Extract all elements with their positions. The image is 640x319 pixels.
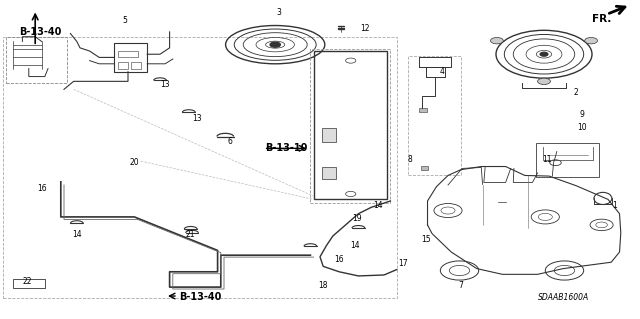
Text: 17: 17 <box>398 259 408 268</box>
Text: FR.: FR. <box>592 14 611 24</box>
Bar <box>314 51 387 199</box>
Text: 20: 20 <box>129 158 140 167</box>
Bar <box>421 166 428 170</box>
Text: 14: 14 <box>350 241 360 250</box>
Text: 11: 11 <box>543 155 552 164</box>
Text: 10: 10 <box>577 123 588 132</box>
Bar <box>322 128 336 142</box>
Bar <box>118 51 138 57</box>
Text: 21: 21 <box>186 230 195 239</box>
Text: B-13-40: B-13-40 <box>19 27 61 37</box>
Text: 16: 16 <box>334 256 344 264</box>
Text: 2: 2 <box>573 88 579 97</box>
Text: 13: 13 <box>192 114 202 122</box>
Text: 7: 7 <box>458 281 463 290</box>
Text: 14: 14 <box>72 230 82 239</box>
Text: 16: 16 <box>36 184 47 193</box>
Text: 19: 19 <box>352 214 362 223</box>
Text: 1: 1 <box>612 201 617 210</box>
Circle shape <box>538 78 550 85</box>
Text: 8: 8 <box>407 155 412 164</box>
Circle shape <box>585 38 598 44</box>
Bar <box>3 37 397 298</box>
Bar <box>114 43 147 72</box>
Bar <box>536 143 599 177</box>
Text: 6: 6 <box>228 137 233 146</box>
Circle shape <box>270 42 280 47</box>
Text: B-13-40: B-13-40 <box>179 292 221 302</box>
Bar <box>310 49 390 203</box>
Bar <box>6 37 67 83</box>
Text: 4: 4 <box>439 67 444 76</box>
Bar <box>322 167 336 179</box>
Bar <box>131 62 141 69</box>
Bar <box>408 56 461 175</box>
Text: 14: 14 <box>372 201 383 210</box>
Text: B-13-10: B-13-10 <box>266 143 308 153</box>
Text: 12: 12 <box>360 24 369 33</box>
Text: 9: 9 <box>580 110 585 119</box>
Circle shape <box>540 52 548 56</box>
Text: 18: 18 <box>319 281 328 290</box>
Text: SDAAB1600A: SDAAB1600A <box>538 293 589 302</box>
Text: 13: 13 <box>160 80 170 89</box>
Text: 15: 15 <box>420 235 431 244</box>
Text: 22: 22 <box>22 277 31 286</box>
Text: 3: 3 <box>276 8 281 17</box>
Bar <box>419 108 427 112</box>
Bar <box>13 279 45 288</box>
Text: 5: 5 <box>122 16 127 25</box>
Bar <box>118 62 128 69</box>
Circle shape <box>490 38 503 44</box>
